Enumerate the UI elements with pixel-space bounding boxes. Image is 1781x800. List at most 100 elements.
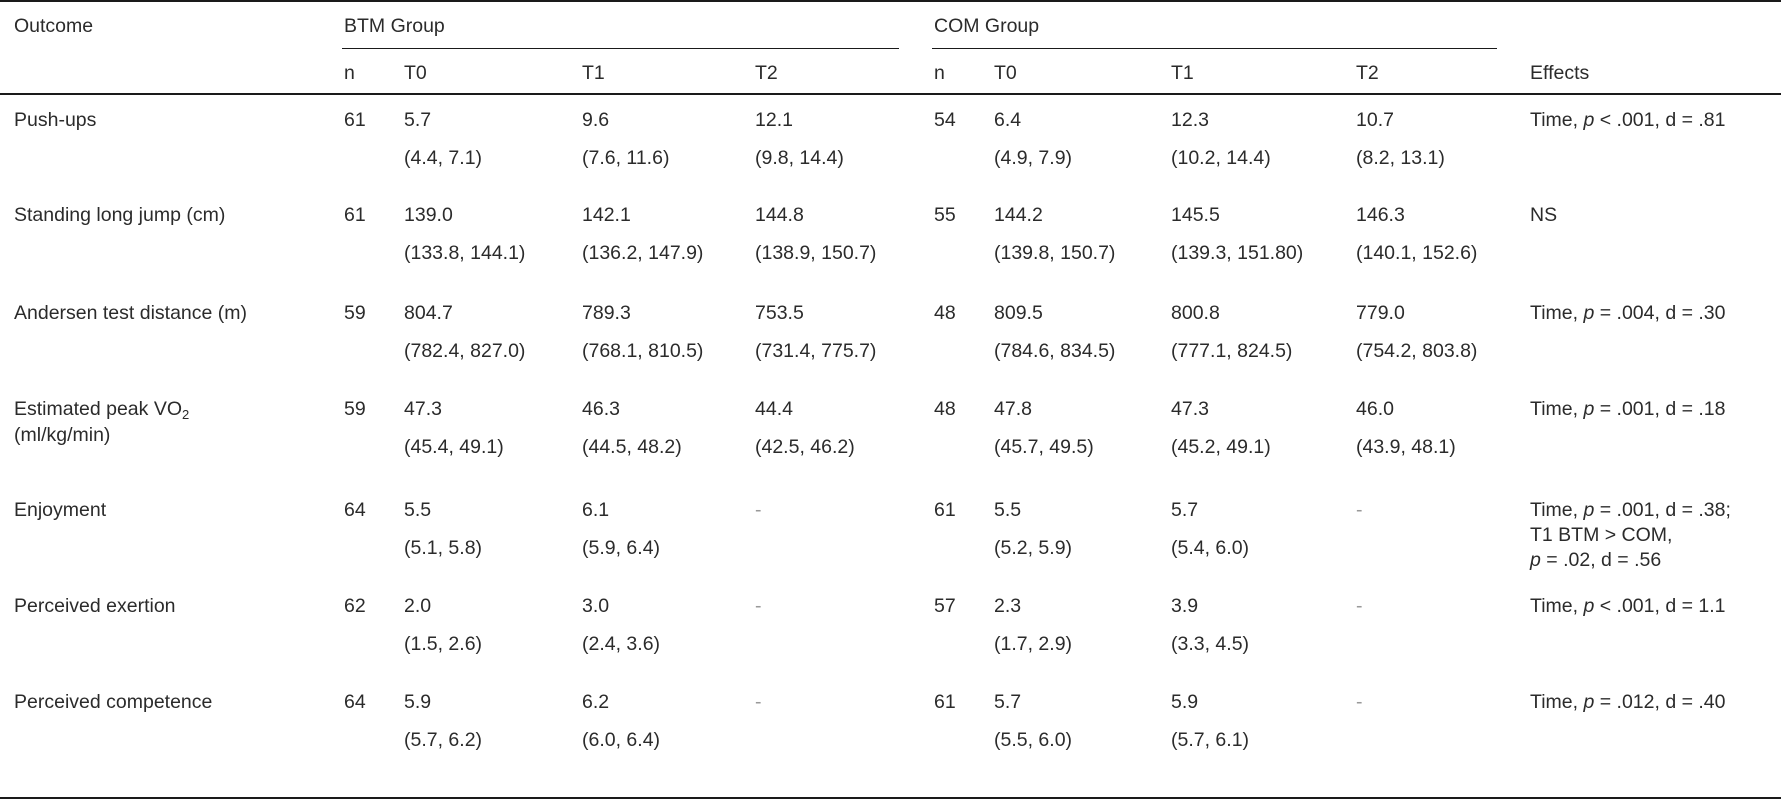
effects-value: p = .02, d = .56 [1530, 549, 1662, 571]
row-label: Andersen test distance (m) [14, 302, 248, 324]
btm-ci-value: (133.8, 144.1) [404, 242, 526, 264]
com-ci-value: (45.2, 49.1) [1171, 436, 1271, 458]
btm-ci-value: (7.6, 11.6) [582, 147, 670, 169]
com-ci-value: (3.3, 4.5) [1171, 633, 1250, 655]
btm-ci-value: (138.9, 150.7) [755, 242, 877, 264]
row-label: (ml/kg/min) [14, 424, 111, 446]
btm-mean-value: 46.3 [582, 398, 620, 420]
com-n-value: 61 [934, 691, 956, 713]
btm-mean-value: - [755, 691, 762, 713]
btm-n-value: 61 [344, 204, 366, 226]
com-mean-value: - [1356, 595, 1363, 617]
com-mean-value: 46.0 [1356, 398, 1394, 420]
btm-mean-value: 753.5 [755, 302, 804, 324]
com-mean-value: 800.8 [1171, 302, 1220, 324]
com-ci-value: (5.5, 6.0) [994, 729, 1073, 751]
com-n-value: 54 [934, 109, 956, 131]
btm-ci-value: (136.2, 147.9) [582, 242, 704, 264]
row-label: Enjoyment [14, 499, 107, 521]
row-label: Push-ups [14, 109, 97, 131]
com-n-value: 48 [934, 302, 956, 324]
com-mean-value: 779.0 [1356, 302, 1405, 324]
btm-ci-value: (44.5, 48.2) [582, 436, 682, 458]
header-btm-n: n [344, 62, 355, 84]
header-btm-t0: T0 [404, 62, 427, 84]
header-btm-group: BTM Group [344, 15, 445, 37]
btm-n-value: 64 [344, 499, 366, 521]
bottom-rule [0, 797, 1781, 799]
header-outcome: Outcome [14, 15, 94, 37]
com-mean-value: 5.5 [994, 499, 1022, 521]
header-com-t1: T1 [1171, 62, 1194, 84]
effects-value: Time, p = .012, d = .40 [1530, 691, 1726, 713]
effects-value: Time, p < .001, d = 1.1 [1530, 595, 1726, 617]
com-mean-value: 5.7 [994, 691, 1022, 713]
btm-mean-value: 9.6 [582, 109, 610, 131]
com-mean-value: 6.4 [994, 109, 1022, 131]
com-ci-value: (139.3, 151.80) [1171, 242, 1304, 264]
com-ci-value: (5.2, 5.9) [994, 537, 1073, 559]
btm-ci-value: (2.4, 3.6) [582, 633, 661, 655]
com-ci-value: (43.9, 48.1) [1356, 436, 1456, 458]
btm-ci-value: (731.4, 775.7) [755, 340, 877, 362]
btm-mean-value: - [755, 499, 762, 521]
row-label: Perceived exertion [14, 595, 176, 617]
com-group-rule [932, 48, 1497, 50]
effects-value: NS [1530, 204, 1558, 226]
com-ci-value: (1.7, 2.9) [994, 633, 1073, 655]
effects-value: Time, p = .004, d = .30 [1530, 302, 1726, 324]
btm-ci-value: (9.8, 14.4) [755, 147, 844, 169]
btm-n-value: 64 [344, 691, 366, 713]
header-btm-t2: T2 [755, 62, 778, 84]
btm-mean-value: - [755, 595, 762, 617]
btm-mean-value: 12.1 [755, 109, 793, 131]
btm-ci-value: (782.4, 827.0) [404, 340, 526, 362]
btm-ci-value: (42.5, 46.2) [755, 436, 855, 458]
header-btm-t1: T1 [582, 62, 605, 84]
btm-mean-value: 47.3 [404, 398, 442, 420]
btm-n-value: 59 [344, 398, 366, 420]
com-ci-value: (5.7, 6.1) [1171, 729, 1250, 751]
com-mean-value: 146.3 [1356, 204, 1405, 226]
btm-n-value: 59 [344, 302, 366, 324]
btm-mean-value: 144.8 [755, 204, 804, 226]
effects-value: Time, p = .001, d = .18 [1530, 398, 1726, 420]
btm-n-value: 62 [344, 595, 366, 617]
com-ci-value: (784.6, 834.5) [994, 340, 1116, 362]
header-com-t0: T0 [994, 62, 1017, 84]
btm-ci-value: (768.1, 810.5) [582, 340, 704, 362]
btm-mean-value: 2.0 [404, 595, 432, 617]
btm-mean-value: 6.1 [582, 499, 610, 521]
btm-mean-value: 139.0 [404, 204, 453, 226]
com-n-value: 61 [934, 499, 956, 521]
header-effects: Effects [1530, 62, 1590, 84]
effects-value: Time, p = .001, d = .38; [1530, 499, 1731, 521]
btm-ci-value: (5.1, 5.8) [404, 537, 483, 559]
com-mean-value: - [1356, 691, 1363, 713]
btm-mean-value: 5.9 [404, 691, 432, 713]
btm-ci-value: (5.7, 6.2) [404, 729, 483, 751]
com-ci-value: (139.8, 150.7) [994, 242, 1116, 264]
com-mean-value: - [1356, 499, 1363, 521]
com-mean-value: 47.8 [994, 398, 1032, 420]
com-ci-value: (8.2, 13.1) [1356, 147, 1445, 169]
com-n-value: 55 [934, 204, 956, 226]
effects-value: T1 BTM > COM, [1530, 524, 1673, 546]
row-label: Standing long jump (cm) [14, 204, 226, 226]
com-mean-value: 2.3 [994, 595, 1022, 617]
btm-mean-value: 6.2 [582, 691, 610, 713]
btm-ci-value: (1.5, 2.6) [404, 633, 483, 655]
com-ci-value: (140.1, 152.6) [1356, 242, 1478, 264]
com-mean-value: 144.2 [994, 204, 1043, 226]
com-mean-value: 5.9 [1171, 691, 1199, 713]
com-mean-value: 47.3 [1171, 398, 1209, 420]
com-mean-value: 3.9 [1171, 595, 1199, 617]
btm-mean-value: 3.0 [582, 595, 610, 617]
com-ci-value: (4.9, 7.9) [994, 147, 1073, 169]
header-bottom-rule [0, 93, 1781, 95]
com-mean-value: 5.7 [1171, 499, 1199, 521]
btm-mean-value: 5.7 [404, 109, 432, 131]
header-com-n: n [934, 62, 945, 84]
btm-ci-value: (6.0, 6.4) [582, 729, 661, 751]
